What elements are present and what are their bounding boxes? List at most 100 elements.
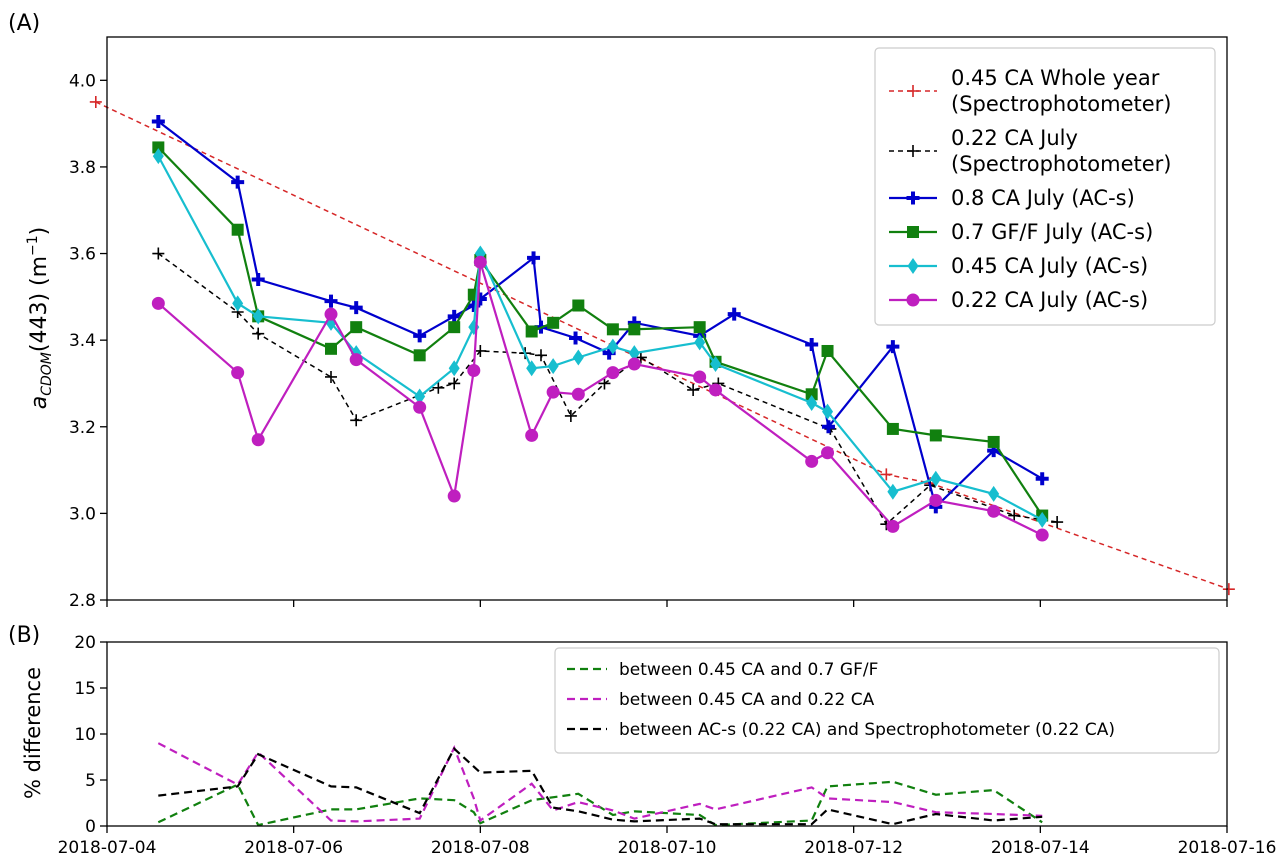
- panel-b-y-axis-label: % difference: [21, 667, 45, 799]
- data-point: [473, 255, 487, 269]
- data-point: [634, 351, 647, 364]
- panel-b-series: [157, 742, 1043, 827]
- data-point: [474, 344, 487, 357]
- data-point: [805, 454, 819, 468]
- data-point: [349, 301, 363, 315]
- legend-entry-2: between AC-s (0.22 CA) and Spectrophotom…: [567, 720, 1115, 740]
- series-line: [158, 746, 1043, 826]
- y-tick-label: 3.8: [69, 158, 96, 178]
- data-point: [805, 388, 818, 401]
- x-tick-label: 2018-07-04: [58, 838, 157, 858]
- legend-marker: [906, 191, 920, 205]
- data-point: [886, 519, 900, 533]
- data-point: [448, 377, 461, 390]
- legend-entry-4: 0.45 CA July (AC-s): [889, 254, 1148, 278]
- series-line: [95, 101, 1230, 590]
- data-point: [414, 388, 426, 405]
- data-point: [546, 385, 560, 399]
- data-point: [413, 400, 427, 414]
- series-2: [158, 746, 1043, 826]
- y-tick-label: 10: [74, 725, 96, 745]
- data-point: [325, 370, 337, 383]
- legend-entry-5: 0.22 CA July (AC-s): [889, 288, 1148, 312]
- data-point: [231, 175, 245, 189]
- data-point: [252, 327, 265, 340]
- data-point: [886, 422, 899, 435]
- x-tick-label: 2018-07-06: [244, 838, 343, 858]
- data-point: [1008, 509, 1021, 522]
- legend-entry-1: between 0.45 CA and 0.22 CA: [567, 690, 875, 710]
- data-point: [252, 308, 264, 325]
- data-point: [930, 470, 942, 487]
- x-tick-label: 2018-07-16: [1178, 838, 1277, 858]
- series-0: [157, 780, 1043, 827]
- data-point: [821, 420, 835, 434]
- data-point: [1051, 516, 1064, 529]
- legend-box: [554, 647, 1220, 754]
- legend-entry-1: 0.22 CA July(Spectrophotometer): [889, 126, 1172, 176]
- x-tick-label: 2018-07-14: [991, 838, 1090, 858]
- series-line: [157, 120, 1043, 509]
- legend-marker: [907, 226, 919, 238]
- legend-label: between 0.45 CA and 0.7 GF/F: [619, 660, 878, 680]
- data-point: [350, 321, 363, 334]
- data-point: [251, 433, 265, 447]
- panel-a-axes-frame: [106, 36, 1228, 601]
- legend-label: 0.22 CA July: [951, 126, 1078, 150]
- data-point: [821, 446, 835, 460]
- data-point: [627, 357, 641, 371]
- legend-marker: [907, 258, 919, 274]
- data-point: [607, 338, 619, 355]
- legend-marker: [907, 145, 919, 157]
- legend-label: (Spectrophotometer): [951, 152, 1172, 176]
- data-point: [350, 414, 363, 427]
- data-point: [232, 295, 244, 312]
- x-tick-label: 2018-07-12: [804, 838, 903, 858]
- data-point: [525, 428, 539, 442]
- series-1: [157, 742, 1043, 823]
- y-tick-label: 0: [85, 817, 96, 837]
- data-point: [886, 340, 900, 354]
- data-point: [1035, 472, 1049, 486]
- panel-a: (A) 2.8 3.0 3.2 3.4 3.6 3.8 4.0 aCDOM(443) (m−…: [8, 11, 1235, 611]
- data-point: [710, 355, 722, 372]
- legend-label: between 0.45 CA and 0.22 CA: [619, 690, 875, 710]
- x-tick-label: 2018-07-10: [618, 838, 717, 858]
- legend-entry-0: between 0.45 CA and 0.7 GF/F: [567, 660, 878, 680]
- panel-a-x-ticks: [106, 600, 1228, 607]
- legend-label: 0.7 GF/F July (AC-s): [951, 220, 1153, 244]
- panel-b-legend: between 0.45 CA and 0.7 GF/F between 0.45…: [554, 647, 1220, 754]
- data-point: [89, 95, 102, 108]
- data-point: [806, 394, 818, 411]
- data-point: [151, 114, 165, 128]
- legend-entry-0: 0.45 CA Whole year(Spectrophotometer): [889, 66, 1172, 116]
- data-point: [564, 409, 577, 422]
- data-point: [693, 370, 707, 384]
- data-point: [231, 223, 244, 236]
- data-point: [547, 358, 559, 375]
- y-tick-label: 3.0: [69, 504, 96, 524]
- panel-b-y-ticks: 0 5 10 15 20: [74, 633, 107, 837]
- panel-a-legend: 0.45 CA Whole year(Spectrophotometer) 0.2…: [874, 47, 1216, 326]
- data-point: [987, 435, 1000, 448]
- data-point: [447, 489, 461, 503]
- data-point: [693, 321, 706, 334]
- data-point: [467, 363, 481, 377]
- series-line: [157, 261, 1043, 536]
- legend-label: 0.22 CA July (AC-s): [951, 288, 1148, 312]
- data-point: [727, 307, 741, 321]
- legend-box: [874, 47, 1216, 326]
- y-tick-label: 3.6: [69, 245, 96, 265]
- panel-b-label: (B): [8, 623, 40, 648]
- data-point: [324, 307, 338, 321]
- data-point: [709, 383, 723, 397]
- data-point: [572, 299, 585, 312]
- data-point: [887, 483, 899, 500]
- legend-marker: [906, 293, 920, 307]
- data-point: [929, 493, 943, 507]
- data-point: [231, 366, 245, 380]
- data-point: [448, 321, 461, 334]
- legend-marker: [907, 85, 919, 97]
- data-point: [251, 273, 265, 287]
